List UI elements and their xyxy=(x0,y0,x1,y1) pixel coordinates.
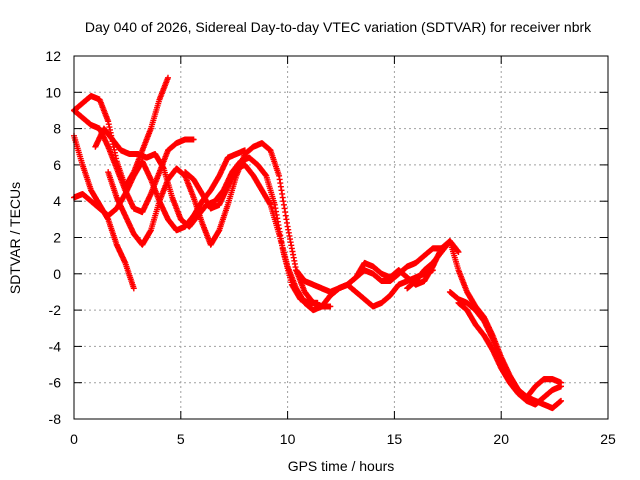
data-point xyxy=(130,285,137,292)
x-tick-label: 10 xyxy=(280,431,296,447)
tick-labels: 0 5 10 15 20 25 -8 -6 -4 -2 0 2 4 6 8 10 12 xyxy=(45,48,616,447)
satellite-track-2 xyxy=(71,132,137,292)
y-tick-label: 2 xyxy=(53,230,61,246)
y-tick-label: 6 xyxy=(53,157,61,173)
data-point xyxy=(558,383,565,390)
x-tick-label: 0 xyxy=(70,431,78,447)
data-points xyxy=(71,74,565,412)
x-tick-label: 5 xyxy=(177,431,185,447)
data-point xyxy=(164,74,171,81)
y-tick-label: -2 xyxy=(49,302,62,318)
y-axis-label: SDTVAR / TECUs xyxy=(7,182,23,294)
x-tick-label: 25 xyxy=(600,431,616,447)
y-tick-label: 12 xyxy=(45,48,61,64)
y-tick-label: 10 xyxy=(45,84,61,100)
y-tick-label: 4 xyxy=(53,193,61,209)
y-tick-label: 8 xyxy=(53,121,61,137)
x-axis-label: GPS time / hours xyxy=(288,458,395,474)
chart-title: Day 040 of 2026, Sidereal Day-to-day VTE… xyxy=(85,19,592,35)
satellite-track-12 xyxy=(455,299,565,408)
data-point xyxy=(558,397,565,404)
axis-ticks xyxy=(73,55,609,420)
data-point xyxy=(455,249,462,256)
y-tick-label: -8 xyxy=(49,411,62,427)
y-tick-label: -4 xyxy=(49,338,62,354)
y-tick-label: -6 xyxy=(49,375,62,391)
grid-lines xyxy=(74,56,608,419)
data-point xyxy=(190,136,197,143)
x-tick-label: 15 xyxy=(387,431,403,447)
plot-frame xyxy=(73,55,609,420)
x-tick-label: 20 xyxy=(493,431,509,447)
y-tick-label: 0 xyxy=(53,266,61,282)
data-point xyxy=(327,303,334,310)
